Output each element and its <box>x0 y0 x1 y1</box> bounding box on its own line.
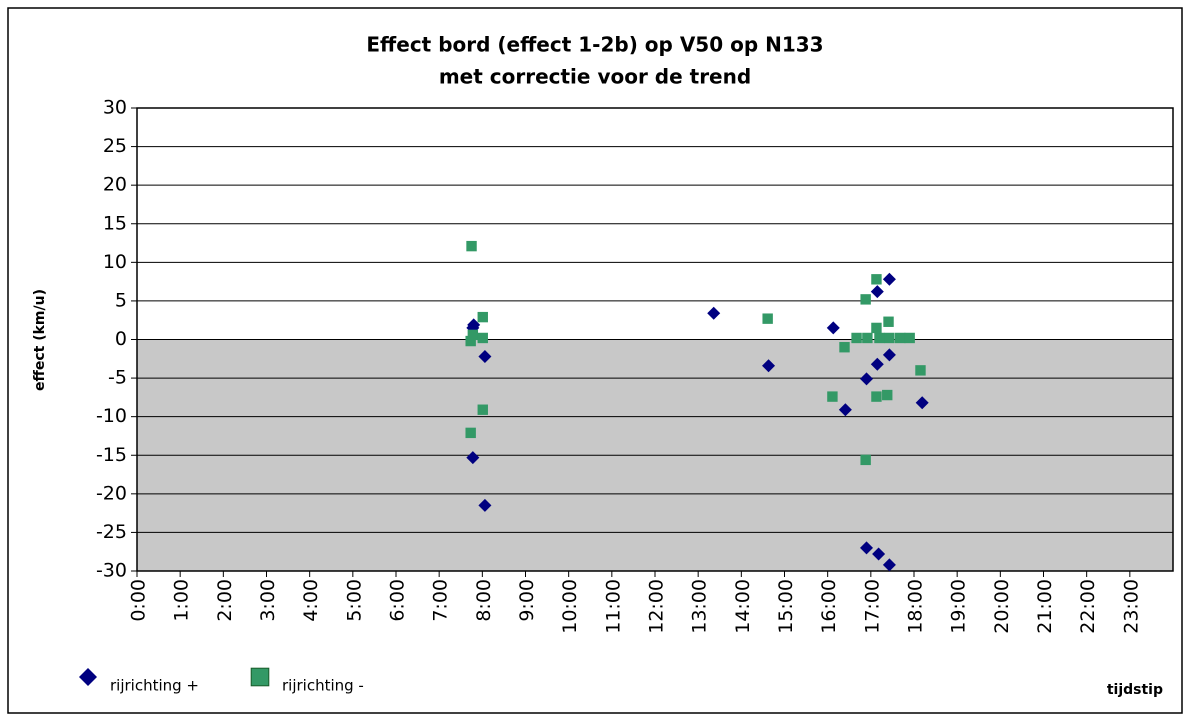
legend-label: rijrichting - <box>282 677 364 695</box>
x-tick-label: 20:00 <box>991 579 1013 634</box>
point <box>882 389 893 401</box>
legend-label: rijrichting + <box>110 677 199 695</box>
x-tick-label: 2:00 <box>214 579 236 622</box>
point <box>882 272 896 286</box>
plot-border <box>136 107 1174 572</box>
point <box>883 316 894 327</box>
point <box>874 332 885 344</box>
point <box>871 274 882 285</box>
point <box>465 427 476 439</box>
x-tick-label: 14:00 <box>732 579 754 634</box>
point <box>478 498 492 512</box>
x-tick-label: 19:00 <box>948 579 970 634</box>
x-tick-label: 9:00 <box>516 579 538 622</box>
legend-marker <box>79 668 97 686</box>
x-tick-label: 17:00 <box>861 579 883 634</box>
point <box>467 329 479 341</box>
point <box>870 285 884 299</box>
x-tick-label: 15:00 <box>775 579 797 634</box>
point <box>904 332 915 344</box>
point <box>915 365 926 376</box>
point <box>466 240 477 252</box>
point <box>862 332 873 344</box>
point <box>870 357 884 371</box>
point <box>826 321 840 335</box>
y-tick-label: 5 <box>115 289 127 311</box>
chart-title: Effect bord (effect 1-2b) op V50 op N133 <box>366 33 823 57</box>
y-tick-label: -5 <box>108 367 127 389</box>
point <box>477 332 488 344</box>
x-tick-label: 23:00 <box>1120 579 1142 634</box>
point <box>465 335 476 347</box>
y-tick-label: -25 <box>96 521 127 543</box>
y-tick-label: 30 <box>103 97 127 119</box>
x-tick-label: 22:00 <box>1077 579 1099 634</box>
y-tick-label: 10 <box>103 251 127 273</box>
point <box>860 454 871 466</box>
y-tick-label: 0 <box>115 328 127 350</box>
y-tick-label: -20 <box>96 482 127 504</box>
y-tick-label: -30 <box>96 560 127 582</box>
x-tick-label: 4:00 <box>300 579 322 622</box>
point <box>477 404 488 415</box>
x-tick-label: 1:00 <box>171 579 193 622</box>
x-tick-label: 3:00 <box>257 579 279 622</box>
y-tick-label: 20 <box>103 174 127 196</box>
point <box>882 558 896 572</box>
point <box>882 348 896 362</box>
point <box>915 396 929 410</box>
point <box>707 306 721 320</box>
point <box>860 541 874 555</box>
point <box>872 547 886 561</box>
point <box>894 332 906 344</box>
point <box>860 372 874 386</box>
point <box>871 322 882 334</box>
x-tick-label: 18:00 <box>905 579 927 634</box>
y-tick-label: 15 <box>103 212 127 234</box>
point <box>762 359 776 373</box>
chart-title: met correctie voor de trend <box>439 65 751 89</box>
point <box>477 311 488 323</box>
y-tick-label: -15 <box>96 444 127 466</box>
point <box>839 342 850 353</box>
x-tick-label: 0:00 <box>128 579 150 622</box>
x-tick-label: 6:00 <box>387 579 409 622</box>
y-axis-label: effect (km/u) <box>32 289 48 391</box>
y-tick-label: 25 <box>103 135 127 157</box>
x-tick-label: 21:00 <box>1034 579 1056 634</box>
legend-marker <box>250 667 270 687</box>
point <box>838 403 852 417</box>
point <box>884 332 895 344</box>
point <box>478 349 492 363</box>
x-tick-label: 5:00 <box>343 579 365 622</box>
x-tick-label: 8:00 <box>473 579 495 622</box>
y-tick-label: -10 <box>96 405 127 427</box>
x-tick-label: 10:00 <box>559 579 581 634</box>
x-tick-label: 11:00 <box>602 579 624 634</box>
point <box>466 451 480 465</box>
x-tick-label: 13:00 <box>689 579 711 634</box>
point <box>871 391 882 402</box>
point <box>762 313 773 324</box>
x-tick-label: 7:00 <box>430 579 452 622</box>
x-tick-label: 16:00 <box>818 579 840 634</box>
point <box>860 294 871 305</box>
point <box>851 332 862 344</box>
x-tick-label: 12:00 <box>646 579 668 634</box>
point <box>827 391 838 402</box>
x-axis-label: tijdstip <box>1107 682 1163 698</box>
